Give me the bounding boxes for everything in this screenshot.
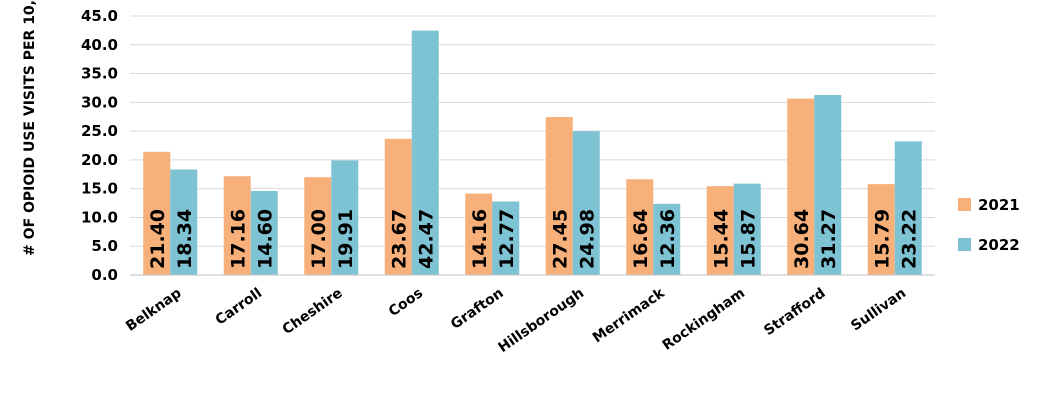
data-label: 14.16 [469,209,491,269]
y-tick-label: 30.0 [81,93,118,111]
y-tick-label: 35.0 [81,65,118,83]
x-tick-label: Strafford [761,285,828,339]
bar-2022-coos [411,30,439,276]
y-tick-label: 10.0 [81,208,118,226]
data-label: 16.64 [630,209,652,269]
legend-label-2021: 2021 [978,196,1020,214]
data-label: 15.87 [737,209,759,269]
bar-2021-sullivan [867,184,895,275]
y-tick-label: 40.0 [81,36,118,54]
data-label: 15.44 [710,209,732,269]
x-tick-label: Sullivan [848,285,909,334]
legend-label-2022: 2022 [978,236,1020,254]
data-label: 15.79 [871,209,893,269]
legend-swatch-2021 [958,198,971,211]
bar-2021-grafton [465,193,493,275]
y-tick-label: 45.0 [81,7,118,25]
x-tick-label: Merrimack [590,285,668,346]
bar-2021-rockingham [706,186,734,275]
x-tick-label: Carroll [213,285,265,328]
bar-2021-strafford [787,98,815,275]
bar-2022-hillsborough [572,131,600,275]
data-label: 17.16 [227,209,249,269]
data-label: 14.60 [254,209,276,269]
bar-2021-belknap [143,151,171,275]
y-tick-label: 0.0 [91,266,118,284]
data-label: 17.00 [308,209,330,269]
bars [143,30,922,276]
data-label: 12.77 [496,209,518,269]
legend-swatch-2022 [958,238,971,251]
bar-2021-carroll [223,176,251,275]
data-label: 23.22 [898,209,920,269]
bar-2022-grafton [492,201,520,275]
data-label: 30.64 [791,209,813,269]
data-label: 27.45 [549,209,571,269]
bar-2022-belknap [170,169,198,275]
data-label: 31.27 [818,209,840,269]
y-tick-label: 5.0 [91,237,118,255]
data-labels: 21.40 18.34 17.16 14.60 17.00 19.91 23.67 42.47… [147,209,921,269]
x-tick-label: Rockingham [660,285,748,354]
legend: 2021 2022 [958,196,1020,254]
data-label: 18.34 [174,209,196,269]
data-label: 19.91 [335,209,357,269]
data-label: 23.67 [388,209,410,269]
x-tick-label: Belknap [123,285,184,335]
bar-2021-hillsborough [545,117,573,275]
data-label: 21.40 [147,209,169,269]
data-label: 12.36 [657,209,679,269]
x-tick-label: Coos [386,285,426,320]
bar-2022-rockingham [733,183,761,275]
y-tick-label: 25.0 [81,122,118,140]
bar-2021-merrimack [626,179,654,275]
bar-2022-sullivan [894,141,922,275]
y-tick-label: 20.0 [81,151,118,169]
bar-2022-carroll [250,190,278,275]
x-tick-label: Cheshire [280,285,346,338]
bar-2022-merrimack [653,203,681,275]
y-tick-label: 15.0 [81,180,118,198]
bar-2021-coos [384,138,412,275]
y-axis-title: # OF OPIOID USE VISITS PER 10, [22,0,38,256]
x-tick-label: Hillsborough [495,285,587,356]
bar-2022-strafford [814,95,842,276]
bar-2021-cheshire [304,177,332,275]
data-label: 24.98 [576,209,598,269]
data-label: 42.47 [415,209,437,269]
x-tick-label: Grafton [448,285,507,333]
bar-2022-cheshire [331,160,359,275]
